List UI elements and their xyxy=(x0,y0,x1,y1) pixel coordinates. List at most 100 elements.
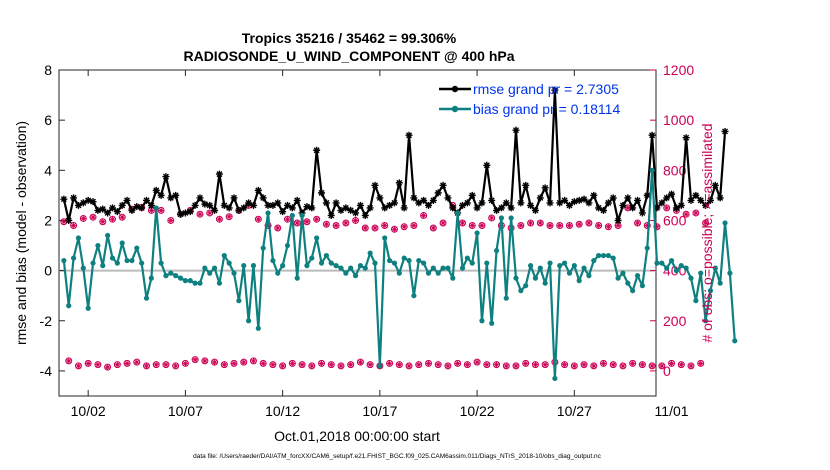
obs-count-point xyxy=(201,357,209,365)
bias-point xyxy=(630,288,636,294)
bias-point xyxy=(80,265,86,271)
bias-point xyxy=(664,265,670,271)
obs-assimilated-marker xyxy=(459,219,466,226)
obs-assimilated-marker xyxy=(653,223,660,230)
bias-point xyxy=(173,273,179,279)
rmse-point xyxy=(147,201,155,209)
rmse-point xyxy=(716,194,724,202)
bias-point xyxy=(163,273,169,279)
bias-point xyxy=(712,265,718,271)
legend: rmse grand pr = 2.7305 bias grand pr = 0… xyxy=(439,81,620,117)
obs-count-point xyxy=(575,220,583,228)
obs-assimilated-marker xyxy=(162,361,169,368)
obs-count-point xyxy=(118,213,126,221)
bias-point xyxy=(566,270,573,276)
rmse-point xyxy=(318,189,326,197)
x-tick-label: 10/02 xyxy=(71,403,106,419)
rmse-point xyxy=(599,206,607,214)
obs-count-point xyxy=(546,221,554,229)
rmse-point xyxy=(556,199,564,207)
bias-point xyxy=(479,318,485,324)
bias-point xyxy=(401,255,407,261)
obs-assimilated-marker xyxy=(386,360,393,367)
bias-point xyxy=(367,250,373,256)
obs-assimilated-marker xyxy=(527,219,534,226)
rmse-point xyxy=(522,181,530,189)
obs-assimilated-marker xyxy=(372,224,379,231)
rmse-point xyxy=(322,199,330,207)
bias-point xyxy=(668,257,675,264)
rmse-point xyxy=(376,194,384,202)
obs-assimilated-marker xyxy=(644,222,651,229)
obs-count-point xyxy=(638,361,646,369)
rmse-point xyxy=(497,204,505,212)
rmse-point xyxy=(517,199,525,207)
obs-assimilated-marker xyxy=(469,222,476,229)
obs-assimilated-marker xyxy=(109,216,116,223)
obs-count-point xyxy=(604,223,612,231)
rmse-point xyxy=(279,208,287,216)
bias-point xyxy=(586,273,592,279)
rmse-point xyxy=(152,186,160,194)
obs-count-point xyxy=(133,358,141,366)
bias-point xyxy=(250,263,257,269)
obs-count-point xyxy=(536,219,544,227)
obs-assimilated-marker xyxy=(99,218,106,225)
obs-count-point xyxy=(629,359,637,367)
obs-count-point xyxy=(580,361,588,369)
obs-assimilated-marker xyxy=(401,223,408,230)
obs-count-point xyxy=(570,362,578,370)
obs-count-point xyxy=(541,361,549,369)
rmse-point xyxy=(60,195,68,203)
obs-count-point xyxy=(488,214,496,222)
x-tick-label: 10/22 xyxy=(460,403,495,419)
rmse-point xyxy=(580,195,588,203)
obs-count-point xyxy=(74,362,82,370)
rmse-point xyxy=(386,201,394,209)
bias-point xyxy=(537,265,543,271)
rmse-point xyxy=(473,204,481,212)
bias-point xyxy=(455,210,461,216)
rmse-point xyxy=(308,204,316,212)
rmse-point xyxy=(113,208,121,216)
rmse-point xyxy=(551,86,559,94)
rmse-point xyxy=(118,201,126,209)
obs-assimilated-marker xyxy=(211,359,218,366)
bias-point xyxy=(158,260,164,266)
rmse-point xyxy=(254,186,262,194)
obs-assimilated-marker xyxy=(615,222,622,229)
obs-assimilated-marker xyxy=(342,219,349,226)
chart-title-line2: RADIOSONDE_U_WIND_COMPONENT @ 400 hPa xyxy=(183,48,514,64)
bias-point xyxy=(527,263,534,269)
obs-count-point xyxy=(167,216,175,224)
bias-point xyxy=(639,283,645,289)
rmse-point xyxy=(167,194,175,202)
rmse-point xyxy=(493,206,501,214)
bias-point xyxy=(445,265,451,271)
obs-assimilated-marker xyxy=(590,362,597,369)
obs-count-point xyxy=(381,221,389,229)
bias-point xyxy=(498,215,505,221)
obs-count-point xyxy=(172,362,180,370)
obs-assimilated-marker xyxy=(279,362,286,369)
bias-point xyxy=(557,263,563,269)
obs-count-point xyxy=(288,359,296,367)
rmse-point xyxy=(366,204,374,212)
obs-assimilated-marker xyxy=(547,222,554,229)
bias-point xyxy=(265,210,271,216)
bias-point xyxy=(386,257,393,264)
bias-point xyxy=(450,275,456,281)
obs-count-point xyxy=(337,362,345,370)
obs-assimilated-marker xyxy=(289,360,296,367)
obs-count-point xyxy=(318,359,326,367)
obs-assimilated-marker xyxy=(425,360,432,367)
obs-assimilated-marker xyxy=(250,357,257,364)
y-tick-label-left: 0 xyxy=(44,263,52,279)
obs-assimilated-marker xyxy=(503,362,510,369)
rmse-point xyxy=(590,191,598,199)
rmse-point xyxy=(507,204,515,212)
bias-point xyxy=(348,265,354,271)
bias-point xyxy=(459,265,466,271)
obs-assimilated-marker xyxy=(702,219,709,226)
bias-point xyxy=(280,263,286,269)
